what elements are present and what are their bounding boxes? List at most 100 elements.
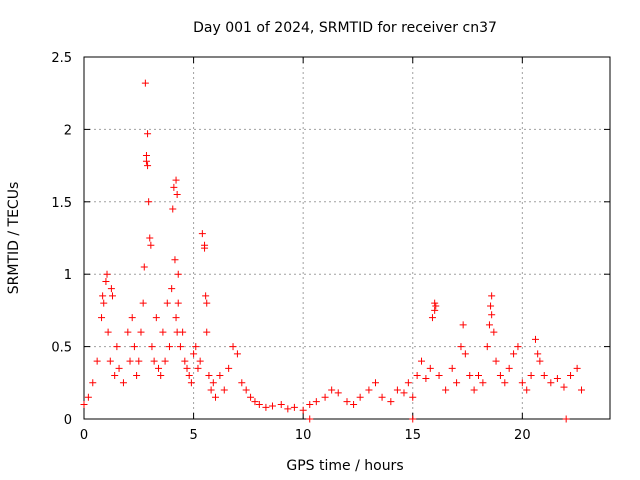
data-point: [126, 357, 134, 365]
data-point: [483, 343, 491, 351]
data-point: [343, 398, 351, 406]
y-tick-label: 2.5: [51, 51, 72, 66]
data-point: [209, 379, 217, 387]
data-point: [89, 379, 97, 387]
data-point: [100, 299, 108, 307]
data-point: [418, 357, 426, 365]
data-point: [277, 401, 285, 409]
data-point: [435, 372, 443, 380]
data-point: [321, 393, 329, 401]
x-tick-label: 5: [189, 428, 197, 443]
data-point: [140, 263, 148, 271]
data-point: [242, 386, 250, 394]
data-point: [262, 403, 270, 411]
data-point: [485, 321, 493, 329]
data-point: [170, 183, 178, 191]
data-point: [107, 285, 115, 293]
data-point: [442, 386, 450, 394]
data-point: [98, 314, 106, 322]
data-point: [133, 372, 141, 380]
data-point: [487, 302, 495, 310]
data-point: [573, 364, 581, 372]
data-point: [198, 230, 206, 238]
data-point: [428, 314, 436, 322]
data-point: [431, 299, 439, 307]
data-point: [371, 379, 379, 387]
plot-area-frame: [83, 56, 611, 420]
data-point: [400, 389, 408, 397]
data-point: [523, 386, 531, 394]
data-point: [119, 379, 127, 387]
x-tick-label: 20: [514, 428, 531, 443]
data-point: [216, 372, 224, 380]
data-point: [130, 343, 138, 351]
data-point: [422, 374, 430, 382]
data-point: [531, 335, 539, 343]
data-point: [461, 350, 469, 358]
data-point: [479, 379, 487, 387]
data-point: [202, 292, 210, 300]
data-point: [553, 374, 561, 382]
data-point: [578, 386, 586, 394]
data-point: [238, 379, 246, 387]
data-point: [139, 299, 147, 307]
data-point: [137, 328, 145, 336]
data-point: [152, 314, 160, 322]
data-point: [201, 241, 209, 249]
data-point: [183, 364, 191, 372]
y-axis-label: SRMTID / TECUs: [6, 182, 22, 295]
data-point: [99, 292, 107, 300]
y-tick-label: 1: [64, 268, 72, 283]
data-point: [80, 401, 88, 409]
data-point: [172, 176, 180, 184]
data-point: [268, 402, 276, 410]
data-point: [84, 393, 92, 401]
data-point: [527, 372, 535, 380]
data-point: [187, 379, 195, 387]
data-point: [150, 357, 158, 365]
data-point: [190, 350, 198, 358]
data-point: [103, 270, 111, 278]
data-point: [135, 357, 143, 365]
data-point: [306, 401, 314, 409]
data-point: [148, 343, 156, 351]
data-point: [145, 198, 153, 206]
data-point: [365, 386, 373, 394]
data-point: [113, 343, 121, 351]
data-point: [192, 343, 200, 351]
data-point: [290, 403, 298, 411]
data-point: [251, 398, 259, 406]
data-point: [505, 364, 513, 372]
data-point: [233, 350, 241, 358]
data-point: [176, 343, 184, 351]
data-point: [306, 415, 314, 423]
data-point: [453, 379, 461, 387]
data-point: [540, 372, 548, 380]
data-point: [492, 357, 500, 365]
data-point: [496, 372, 504, 380]
data-point: [247, 393, 255, 401]
data-point: [102, 277, 110, 285]
data-point: [534, 350, 542, 358]
data-point: [104, 328, 112, 336]
data-point: [547, 379, 555, 387]
data-point: [124, 328, 132, 336]
data-point: [174, 299, 182, 307]
data-point: [203, 299, 211, 307]
grid-lines: [84, 57, 610, 419]
data-point: [157, 372, 165, 380]
data-point: [328, 386, 336, 394]
data-point: [203, 328, 211, 336]
data-point: [536, 357, 544, 365]
data-point: [490, 328, 498, 336]
data-point: [475, 372, 482, 380]
data-point: [165, 343, 173, 351]
data-point: [147, 241, 155, 249]
data-point: [194, 364, 202, 372]
data-point: [141, 79, 149, 87]
data-point: [185, 372, 193, 380]
data-point: [171, 256, 179, 264]
data-point: [567, 372, 575, 380]
data-point: [108, 292, 116, 300]
